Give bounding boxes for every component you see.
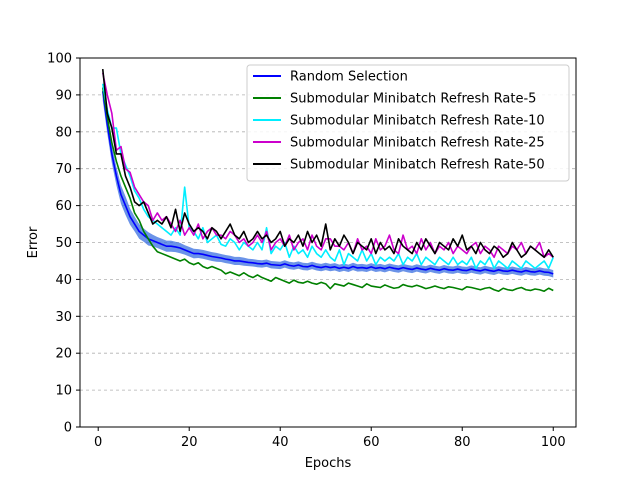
y-axis-label: Error	[26, 226, 41, 258]
legend-label-1: Submodular Minibatch Refresh Rate-5	[290, 92, 536, 107]
y-tick-label-4: 40	[55, 273, 72, 288]
x-tick-label-1: 20	[181, 435, 198, 450]
series-0-line	[101, 91, 554, 275]
y-tick-label-1: 10	[55, 384, 72, 399]
y-tick-label-10: 100	[47, 52, 72, 67]
x-axis-ticks: 0 20 40 60 80 100	[94, 427, 566, 450]
series-4-line	[101, 68, 554, 259]
legend-label-4: Submodular Minibatch Refresh Rate-50	[290, 158, 545, 173]
series-1-line	[101, 87, 554, 293]
x-tick-label-3: 60	[363, 435, 380, 450]
y-tick-label-8: 80	[55, 125, 72, 140]
legend-label-3: Submodular Minibatch Refresh Rate-25	[290, 136, 545, 151]
y-tick-label-9: 90	[55, 88, 72, 103]
x-tick-label-4: 80	[454, 435, 471, 450]
series-2-line	[101, 83, 554, 270]
y-tick-label-5: 50	[55, 236, 72, 251]
legend-label-2: Submodular Minibatch Refresh Rate-10	[290, 114, 545, 129]
x-tick-label-2: 40	[272, 435, 289, 450]
legend: Random Selection Submodular Minibatch Ref…	[246, 64, 570, 182]
x-tick-label-5: 100	[541, 435, 566, 450]
y-tick-label-0: 0	[64, 421, 72, 436]
y-tick-label-7: 70	[55, 162, 72, 177]
y-tick-label-3: 30	[55, 310, 72, 325]
legend-box	[246, 64, 570, 182]
series-lines	[101, 68, 554, 293]
y-tick-label-2: 20	[55, 347, 72, 362]
legend-label-0: Random Selection	[290, 70, 408, 85]
y-axis-ticks: 0 10 20 30 40 50 60 70 80 90 100	[47, 52, 80, 436]
y-tick-label-6: 60	[55, 199, 72, 214]
x-tick-label-0: 0	[94, 435, 102, 450]
x-axis-label: Epochs	[305, 456, 352, 471]
